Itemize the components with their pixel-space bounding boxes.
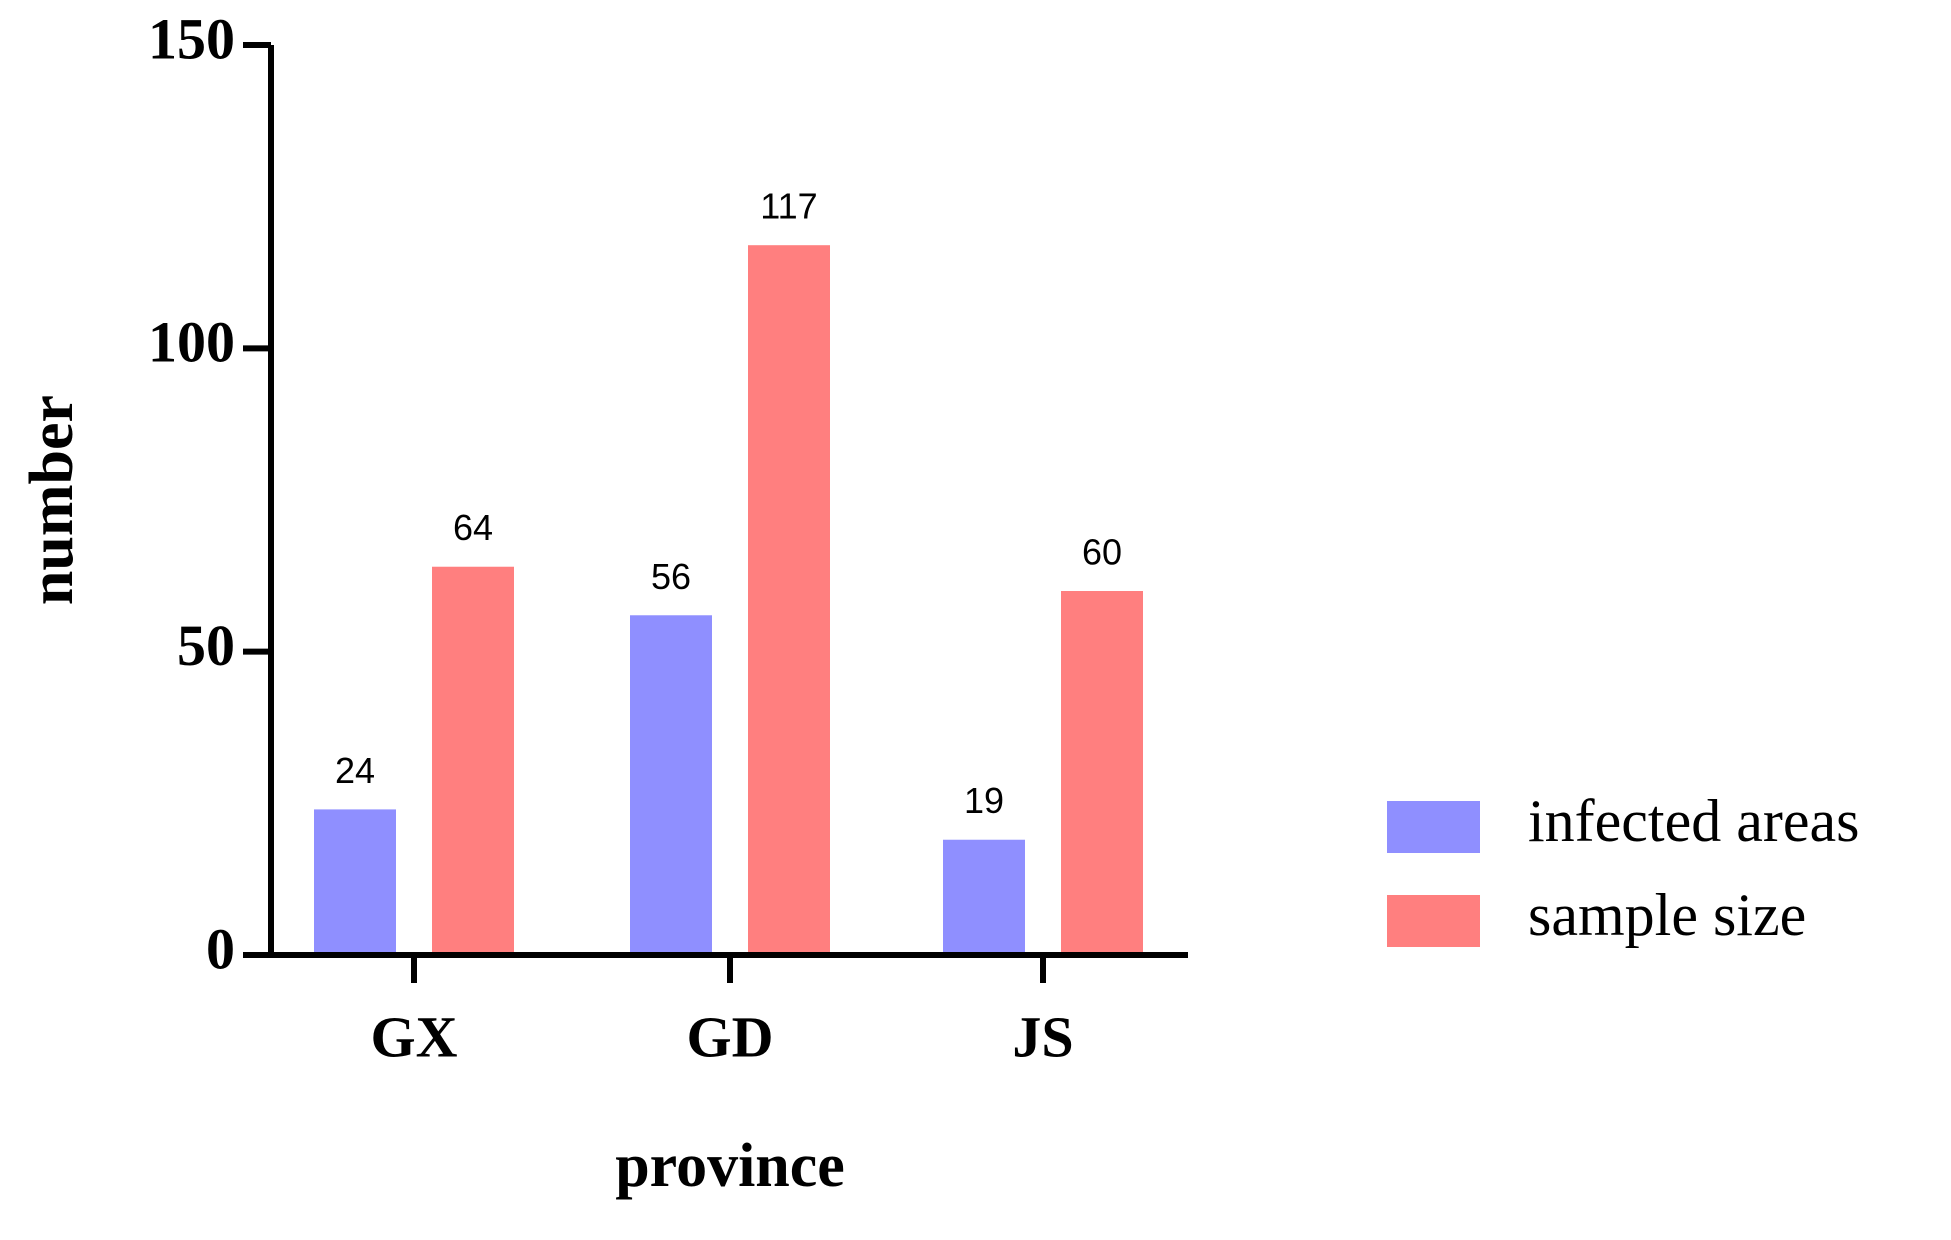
value-label: 19 (964, 780, 1004, 821)
value-label: 56 (651, 556, 691, 597)
y-axis-title: number (18, 395, 86, 605)
bar (432, 566, 514, 955)
legend-label: infected areas (1528, 788, 1859, 854)
bar (1061, 591, 1143, 955)
x-tick-label: JS (1012, 1004, 1073, 1069)
value-label: 60 (1082, 532, 1122, 573)
legend-label: sample size (1528, 882, 1806, 948)
y-tick-label: 100 (148, 310, 235, 375)
y-tick-label: 150 (148, 6, 235, 71)
x-tick-label: GD (687, 1004, 774, 1069)
bar (314, 809, 396, 955)
x-tick-label: GX (371, 1004, 458, 1069)
y-tick-label: 0 (206, 916, 235, 981)
x-axis-title: province (615, 1132, 845, 1200)
y-tick-label: 50 (177, 613, 235, 678)
bar (748, 245, 830, 955)
legend-swatch (1387, 801, 1480, 853)
value-label: 64 (453, 507, 493, 548)
bar (630, 615, 712, 955)
value-label: 117 (760, 186, 817, 227)
value-label: 24 (335, 750, 375, 791)
legend-swatch (1387, 895, 1480, 947)
bar (943, 839, 1025, 955)
